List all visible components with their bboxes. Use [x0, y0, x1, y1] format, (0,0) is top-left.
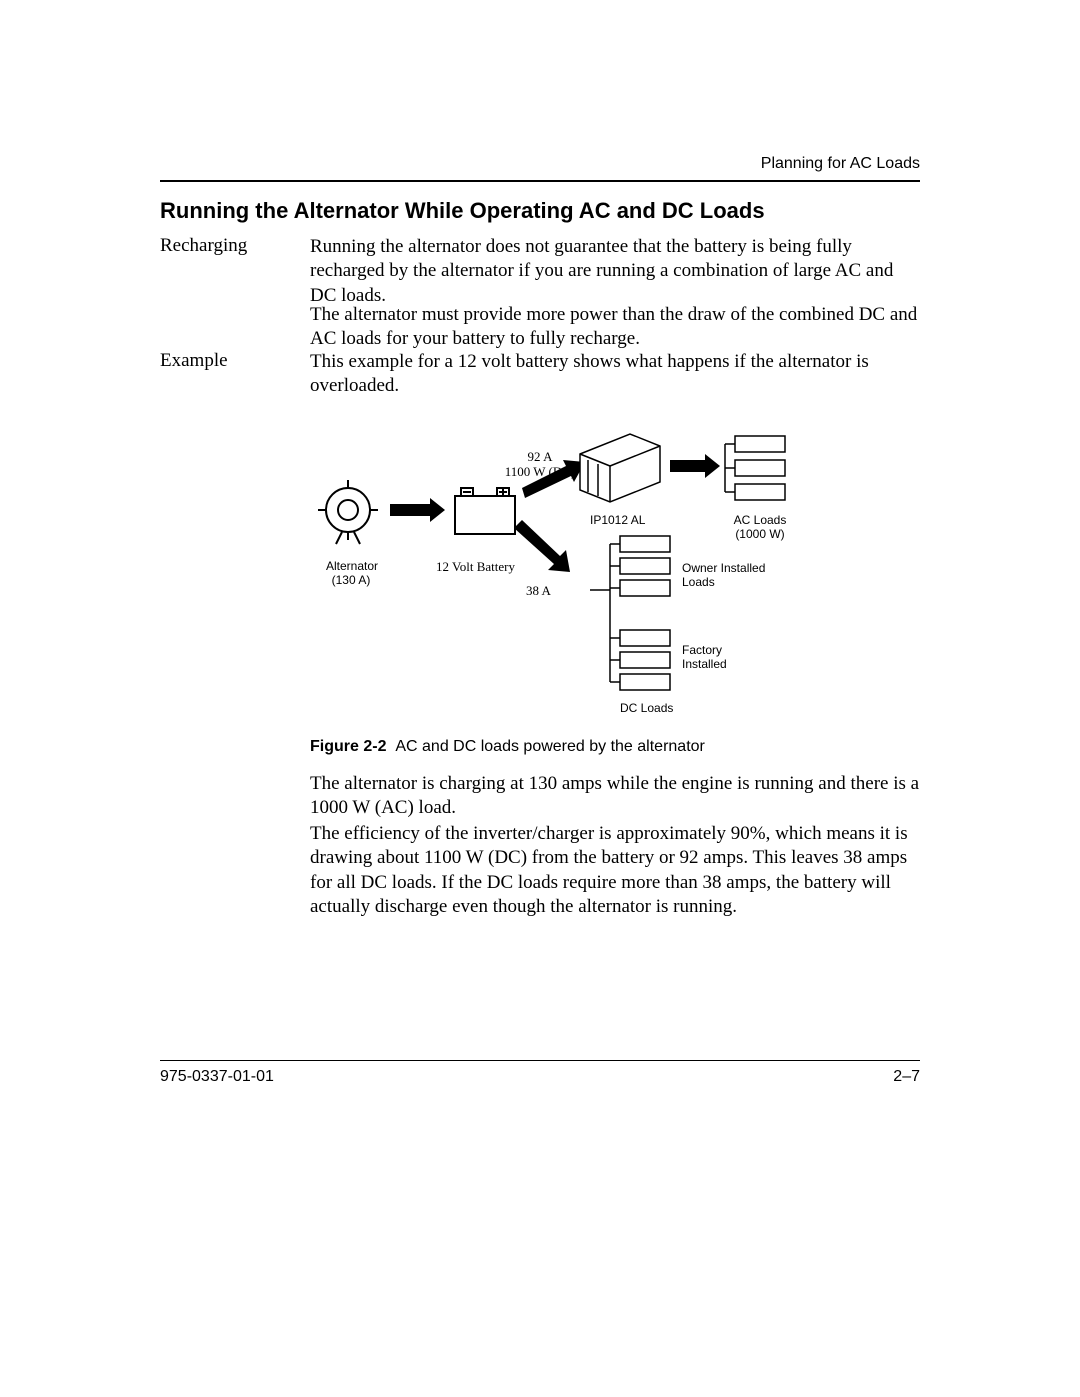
margin-label-example: Example	[160, 350, 300, 372]
paragraph-after-fig-1: The alternator is charging at 130 amps w…	[310, 772, 920, 821]
label-92a: 92 A 1100 W (DC)	[500, 450, 580, 480]
footer-rule	[160, 1060, 920, 1061]
label-battery: 12 Volt Battery	[436, 560, 515, 575]
paragraph-recharging-1: Running the alternator does not guarante…	[310, 235, 920, 308]
battery-icon	[455, 488, 515, 534]
label-owner-installed: Owner Installed Loads	[682, 562, 765, 590]
figure-caption: Figure 2-2 AC and DC loads powered by th…	[310, 738, 705, 756]
header-rule	[160, 180, 920, 182]
running-header: Planning for AC Loads	[761, 155, 920, 173]
page: Planning for AC Loads Running the Altern…	[0, 0, 1080, 1397]
alternator-icon	[318, 480, 378, 544]
arrow-alt-to-battery	[390, 498, 445, 522]
label-38a: 38 A	[526, 584, 551, 599]
ac-loads-group	[725, 436, 785, 500]
figure-diagram: Alternator (130 A) 12 Volt Battery 92 A …	[310, 430, 840, 720]
arrow-inverter-to-ac	[670, 454, 720, 478]
margin-label-recharging: Recharging	[160, 235, 300, 257]
inverter-icon	[580, 434, 660, 502]
label-factory-installed: Factory Installed	[682, 644, 727, 672]
paragraph-example: This example for a 12 volt battery shows…	[310, 350, 920, 399]
label-inverter: IP1012 AL	[590, 514, 645, 528]
dc-loads-group	[590, 536, 670, 690]
footer-docnum: 975-0337-01-01	[160, 1068, 274, 1086]
label-ac-loads: AC Loads (1000 W)	[730, 514, 790, 542]
paragraph-after-fig-2: The efficiency of the inverter/charger i…	[310, 822, 920, 919]
paragraph-recharging-2: The alternator must provide more power t…	[310, 303, 920, 352]
label-dc-loads: DC Loads	[620, 702, 673, 716]
footer-pagenum: 2–7	[893, 1068, 920, 1086]
label-alternator: Alternator (130 A)	[326, 560, 376, 588]
section-heading: Running the Alternator While Operating A…	[160, 198, 765, 224]
arrow-battery-to-dc	[514, 520, 570, 572]
